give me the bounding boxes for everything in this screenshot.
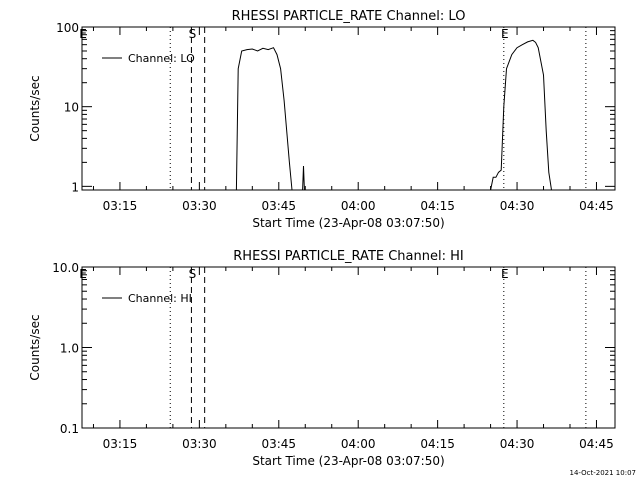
- y-tick-label: 1.0: [60, 342, 79, 356]
- legend-label: Channel: HI: [128, 292, 192, 305]
- chart-title: RHESSI PARTICLE_RATE Channel: HI: [233, 249, 463, 264]
- y-tick-label: 0.1: [60, 422, 79, 436]
- x-tick-label: 04:30: [500, 199, 535, 213]
- marker-label: S: [189, 27, 197, 41]
- marker-label: E: [501, 267, 509, 281]
- legend-label: Channel: LO: [128, 52, 195, 65]
- x-axis-label: Start Time (23-Apr-08 03:07:50): [252, 454, 444, 468]
- y-tick-label: 10.0: [52, 261, 79, 275]
- marker-label: S: [189, 267, 197, 281]
- footer-timestamp: 14-Oct-2021 10:07: [570, 469, 636, 477]
- x-tick-label: 04:15: [420, 199, 455, 213]
- x-tick-label: 04:45: [579, 199, 614, 213]
- series-line-0-1: [302, 165, 305, 191]
- x-tick-label: 04:00: [341, 437, 376, 451]
- marker-label: E: [501, 27, 509, 41]
- x-tick-label: 03:30: [182, 199, 217, 213]
- x-tick-label: 03:45: [261, 437, 296, 451]
- x-tick-label: 04:15: [420, 437, 455, 451]
- y-axis-label: Counts/sec: [28, 75, 42, 141]
- chart-title: RHESSI PARTICLE_RATE Channel: LO: [232, 9, 466, 24]
- x-tick-label: 03:45: [261, 199, 296, 213]
- y-tick-label: 10: [64, 101, 79, 115]
- plot-frame: [81, 26, 616, 191]
- x-axis-label: Start Time (23-Apr-08 03:07:50): [252, 216, 444, 230]
- y-axis-label: Counts/sec: [28, 314, 42, 380]
- x-tick-label: 04:45: [579, 437, 614, 451]
- x-tick-label: 03:15: [103, 437, 138, 451]
- series-line-0-2: [490, 39, 552, 191]
- x-tick-label: 03:15: [103, 199, 138, 213]
- x-tick-label: 04:30: [500, 437, 535, 451]
- y-tick-label: 100: [56, 21, 79, 35]
- marker-label: E: [79, 267, 87, 281]
- series-line-0-0: [235, 47, 293, 191]
- y-tick-label: 1: [71, 180, 79, 194]
- marker-label: E: [79, 27, 87, 41]
- x-tick-label: 04:00: [341, 199, 376, 213]
- x-tick-label: 03:30: [182, 437, 217, 451]
